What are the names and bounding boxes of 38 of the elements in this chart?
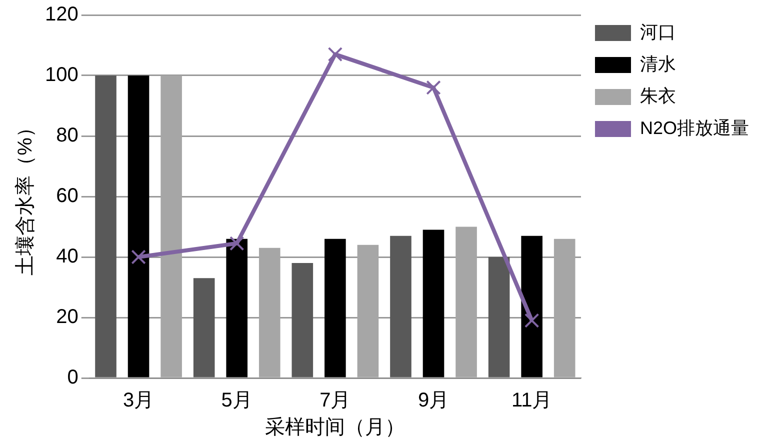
point <box>131 250 146 264</box>
x-tick-label: 7月 <box>320 390 351 412</box>
x-tick-label: 11月 <box>511 390 552 412</box>
bar <box>521 236 542 378</box>
bar <box>95 76 116 378</box>
bar <box>422 230 444 378</box>
y-tick-label: 100 <box>44 64 78 86</box>
point <box>328 46 343 62</box>
y-tick-label: 120 <box>44 4 78 26</box>
legend-label: 朱衣 <box>640 86 676 106</box>
bar <box>226 238 248 378</box>
bar <box>357 244 379 378</box>
bar <box>488 257 510 378</box>
bar <box>258 248 280 378</box>
bar <box>292 263 314 378</box>
bar <box>193 278 215 378</box>
bar <box>456 226 477 378</box>
y-tick-label: 20 <box>56 306 78 328</box>
legend-label: N2O排放通量 <box>640 118 750 138</box>
y-axis-title: 土壤含水率（%） <box>14 118 37 276</box>
x-tick-label: 5月 <box>221 390 252 412</box>
bar <box>390 236 412 378</box>
y-tick-label: 80 <box>56 124 78 147</box>
legend-label: 清水 <box>640 54 676 74</box>
bar <box>128 76 150 378</box>
point <box>524 313 540 328</box>
x-axis-title: 采样时间（月） <box>265 416 406 439</box>
y-tick-label: 60 <box>56 185 78 208</box>
x-tick-label: 3月 <box>122 390 154 412</box>
point <box>229 236 244 251</box>
x-tick-label: 9月 <box>418 390 450 412</box>
bar <box>324 238 346 378</box>
bar <box>554 238 576 378</box>
y-tick-label: 40 <box>56 246 78 268</box>
bar <box>160 76 182 378</box>
legend-label: 河口 <box>640 22 676 42</box>
point <box>426 80 441 95</box>
y-tick-label: 0 <box>67 366 78 389</box>
